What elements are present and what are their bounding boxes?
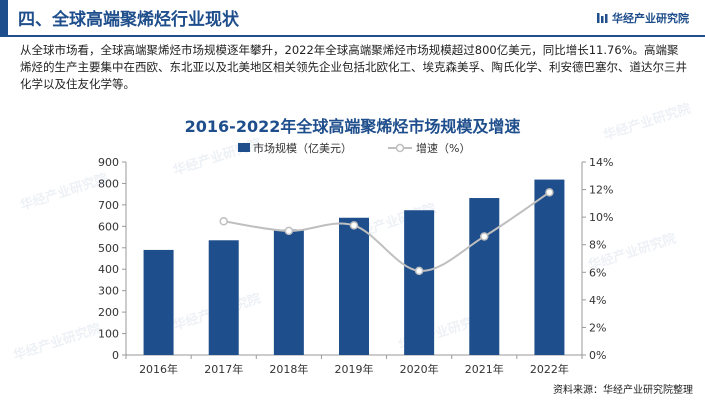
y-right-tick-label: 2%	[589, 321, 606, 334]
watermark-text: 华经产业研究院	[11, 320, 103, 363]
legend-bar-label: 市场规模（亿美元）	[253, 141, 352, 155]
y-left-tick-label: 300	[98, 285, 119, 298]
legend-bar-swatch	[238, 143, 250, 152]
y-right-tick-label: 6%	[589, 266, 606, 279]
growth-point	[480, 232, 489, 241]
growth-point	[349, 221, 359, 230]
y-left-tick-label: 0	[112, 349, 119, 362]
y-left-tick-label: 900	[98, 156, 119, 169]
growth-point	[414, 266, 424, 276]
x-tick-label: 2022年	[530, 362, 569, 376]
bar-2016年	[143, 249, 174, 355]
y-left-tick-label: 800	[98, 177, 119, 190]
y-right-tick-label: 4%	[589, 294, 606, 307]
section-title: 四、全球高端聚烯烃行业现状	[18, 10, 239, 30]
bar-2019年	[339, 217, 369, 355]
y-right-tick-label: 12%	[589, 184, 613, 197]
y-left-tick-label: 200	[98, 306, 119, 319]
growth-line	[223, 191, 550, 272]
y-left-tick-label: 500	[98, 242, 119, 255]
brand-name: 华经产业研究院	[612, 12, 689, 25]
bar-2021年	[469, 198, 500, 355]
x-tick-label: 2021年	[465, 362, 504, 376]
growth-point	[545, 188, 554, 197]
source-note: 资料来源：华经产业研究院整理	[553, 385, 693, 396]
y-left-tick-label: 700	[98, 199, 119, 212]
y-right-tick-label: 14%	[589, 156, 613, 169]
x-tick-label: 2020年	[400, 362, 439, 376]
x-tick-label: 2017年	[204, 362, 243, 376]
y-left-tick-label: 400	[98, 263, 119, 276]
y-right-tick-label: 0%	[589, 349, 606, 362]
x-tick-label: 2016年	[139, 362, 178, 376]
y-right-tick-label: 10%	[589, 211, 613, 224]
intro-paragraph: 从全球市场看，全球高端聚烯烃市场规模逐年攀升，2022年全球高端聚烯烃市场规模超…	[20, 43, 687, 91]
bar-2018年	[273, 229, 304, 355]
growth-point	[219, 217, 228, 226]
x-tick-label: 2019年	[335, 362, 374, 376]
bar-2017年	[208, 240, 239, 355]
chart-title: 2016-2022年全球高端聚烯烃市场规模及增速	[184, 117, 521, 136]
y-left-tick-label: 100	[98, 328, 119, 341]
y-right-tick-label: 8%	[589, 239, 606, 252]
y-left-tick-label: 600	[98, 220, 119, 233]
x-tick-label: 2018年	[269, 362, 308, 376]
legend-line-marker	[395, 143, 405, 153]
header-divider	[0, 35, 705, 37]
bar-2022年	[534, 179, 565, 355]
watermark-text: 华经产业研究院	[171, 135, 263, 178]
header-accent-bar	[0, 0, 8, 36]
growth-point	[284, 226, 294, 236]
legend-line-label: 增速（%）	[416, 141, 470, 155]
brand-logo-icon	[597, 13, 608, 23]
watermark-text: 华经产业研究院	[18, 170, 110, 213]
page-header: 四、全球高端聚烯烃行业现状 华经产业研究院	[0, 0, 705, 37]
bar-2020年	[404, 210, 435, 355]
brand: 华经产业研究院	[596, 10, 689, 26]
watermark-text: 华经产业研究院	[601, 100, 693, 143]
